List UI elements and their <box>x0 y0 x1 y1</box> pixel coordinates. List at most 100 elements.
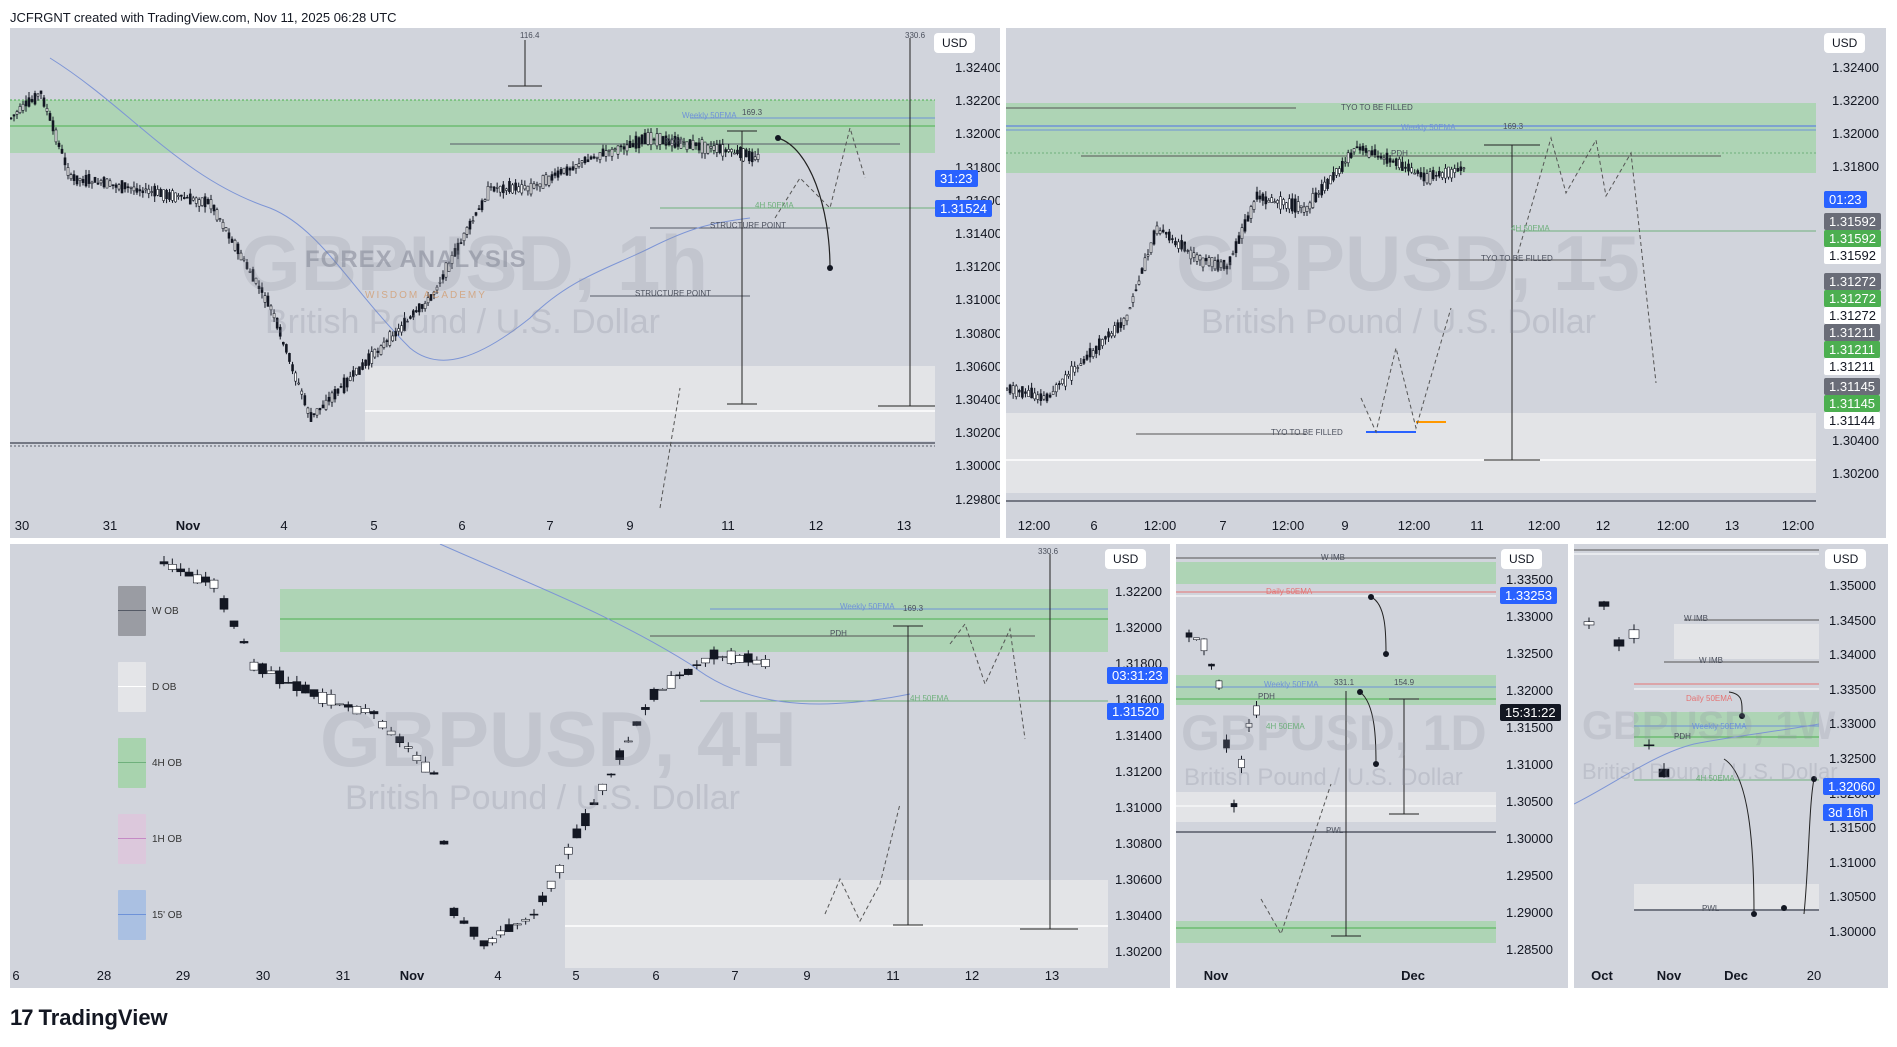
currency-button[interactable]: USD <box>1501 549 1543 569</box>
candle <box>54 129 58 143</box>
candle <box>245 262 249 269</box>
y-axis-tick: 1.31400 <box>955 226 1000 241</box>
chart-panel-15m[interactable]: GBPUSD, 15 British Pound / U.S. Dollar U… <box>1006 28 1886 538</box>
x-axis-tick: 7 <box>1219 518 1227 533</box>
candle <box>69 174 73 180</box>
candle <box>184 571 194 577</box>
y-axis-tick: 1.31500 <box>1506 720 1553 735</box>
candle <box>559 168 563 175</box>
x-axis-tick: 20 <box>1806 968 1822 983</box>
y-axis-tick: 1.34000 <box>1829 647 1876 663</box>
candle <box>330 392 334 403</box>
candle <box>1438 171 1441 177</box>
candle <box>538 183 542 188</box>
candle <box>1168 231 1171 241</box>
chart-canvas-15m[interactable] <box>1006 28 1886 538</box>
chart-panel-4h[interactable]: GBPUSD, 4H British Pound / U.S. Dollar U… <box>10 544 1170 988</box>
candle <box>126 186 130 188</box>
y-axis-tick: 1.30800 <box>1115 836 1162 851</box>
x-axis-tick: 6 <box>1090 518 1098 533</box>
y-axis-tick: 1.30400 <box>1115 908 1162 923</box>
currency-button[interactable]: USD <box>1824 33 1866 53</box>
currency-button[interactable]: USD <box>1105 549 1147 569</box>
candle <box>544 174 548 185</box>
candle <box>266 670 276 674</box>
x-axis-tick: 13 <box>896 518 912 533</box>
candle <box>1317 192 1321 195</box>
chart-panel-1d[interactable]: GBPUSD, 1D British Pound / U.S. Dollar U… <box>1176 544 1568 988</box>
candle <box>1101 339 1104 347</box>
candles-15m <box>1006 140 1466 406</box>
legend-label: 4H OB <box>152 757 183 769</box>
candle <box>724 149 728 153</box>
chart-canvas-1d[interactable] <box>1176 544 1568 988</box>
measure-label: 116.4 <box>520 31 540 40</box>
x-axis-tick: 13 <box>1724 518 1740 533</box>
candle <box>1340 160 1344 172</box>
candle <box>449 907 459 917</box>
candles-1d <box>1185 629 1260 813</box>
chart-panel-1w[interactable]: GBPUSD, 1W British Pound / U.S. Dollar U… <box>1574 544 1888 988</box>
candle <box>203 196 207 208</box>
x-axis-tick: 12:00 <box>1656 518 1690 533</box>
candle <box>355 367 358 376</box>
candle <box>441 274 445 280</box>
candles-1w <box>1583 600 1670 778</box>
y-axis-tick: 1.33000 <box>1506 609 1553 624</box>
candle <box>1382 157 1386 160</box>
candle <box>706 144 710 154</box>
candle <box>556 170 560 178</box>
currency-button[interactable]: USD <box>934 33 976 53</box>
candle <box>423 302 427 309</box>
candle <box>1011 385 1015 395</box>
candle <box>156 189 159 196</box>
candle <box>132 186 136 192</box>
candle <box>1119 322 1123 328</box>
chart-canvas-1h[interactable] <box>10 28 1000 538</box>
y-axis-tick: 1.33000 <box>1829 716 1876 732</box>
candle <box>646 132 650 145</box>
candle <box>165 189 168 200</box>
x-axis-tick: Oct <box>1591 968 1613 983</box>
tradingview-logo[interactable]: 17 TradingView <box>10 1005 168 1031</box>
candle <box>1234 241 1238 254</box>
candle <box>183 197 186 200</box>
candle <box>367 353 370 366</box>
chart-canvas-4h[interactable] <box>10 544 1170 988</box>
chart-panel-1h[interactable]: FOREX ANALYSIS WISDOM ACADEMY GBPUSD, 1h… <box>10 28 1000 538</box>
candle <box>1373 149 1377 156</box>
candle <box>598 152 602 160</box>
candle <box>625 144 629 152</box>
tyo-label: TYO TO BE FILLED <box>1271 428 1343 437</box>
candle <box>532 183 536 189</box>
candle <box>303 395 307 406</box>
candle <box>324 399 328 410</box>
y-axis-tick: 1.31800 <box>1832 159 1879 174</box>
weekly-ema-label: Weekly 50EMA <box>1692 722 1747 731</box>
x-axis-tick: Nov <box>1203 968 1229 983</box>
currency-button[interactable]: USD <box>1825 549 1867 569</box>
x-axis-tick: 6 <box>12 968 20 983</box>
candle <box>1215 680 1223 689</box>
candle <box>177 195 180 197</box>
x-axis-tick: 12:00 <box>1143 518 1177 533</box>
y-axis-tick: 1.30000 <box>1829 924 1876 939</box>
candle <box>1122 317 1126 326</box>
candle <box>505 188 508 191</box>
candle <box>1024 391 1027 394</box>
y-axis-tick: 1.32500 <box>1506 646 1553 661</box>
y-axis-tick: 1.30000 <box>955 458 1000 474</box>
x-axis-tick: 13 <box>1044 968 1060 983</box>
candle <box>174 192 177 203</box>
candle <box>318 692 327 704</box>
candle <box>114 184 118 188</box>
candle <box>529 913 539 916</box>
chart-canvas-1w[interactable] <box>1574 544 1888 988</box>
x-axis-tick: 12:00 <box>1017 518 1051 533</box>
candle <box>1137 280 1141 285</box>
countdown-tag: 3d 16h <box>1823 804 1873 821</box>
candle <box>1091 350 1095 357</box>
candle <box>623 740 633 743</box>
price-tag: 1.31145 <box>1824 378 1881 395</box>
candle <box>1113 325 1116 337</box>
